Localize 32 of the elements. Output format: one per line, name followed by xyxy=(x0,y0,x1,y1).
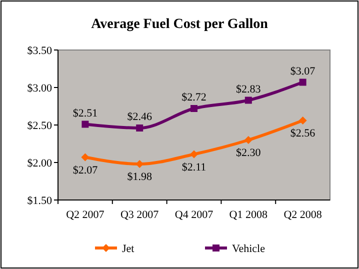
data-label: $2.11 xyxy=(182,161,206,174)
legend-label: Jet xyxy=(122,243,134,255)
point xyxy=(190,150,198,158)
data-label: $2.30 xyxy=(236,147,262,159)
y-tick-label: $2.00 xyxy=(27,158,52,170)
y-tick-label: $1.50 xyxy=(27,195,52,207)
y-tick-label: $3.50 xyxy=(27,45,52,57)
data-label: $2.46 xyxy=(127,111,152,123)
data-label: $2.51 xyxy=(72,107,98,120)
point xyxy=(244,136,252,144)
point xyxy=(298,116,307,124)
x-tick-label: Q2 2008 xyxy=(284,209,322,221)
x-tick-label: Q1 2008 xyxy=(229,209,268,221)
point xyxy=(190,105,198,112)
data-label: $3.07 xyxy=(290,65,316,78)
point xyxy=(136,124,144,132)
x-tick-label: Q2 2007 xyxy=(66,209,105,221)
data-label: $2.72 xyxy=(182,92,206,104)
point xyxy=(81,153,90,162)
legend-label: Vehicle xyxy=(232,243,266,255)
data-label: $1.98 xyxy=(127,171,152,183)
data-label: $2.07 xyxy=(72,164,98,176)
x-tick-label: Q3 2007 xyxy=(120,209,160,221)
y-tick-label: $3.00 xyxy=(27,82,52,94)
x-tick-label: Q4 2007 xyxy=(174,209,214,221)
chart-title: Average Fuel Cost per Gallon xyxy=(91,17,268,32)
point xyxy=(244,96,252,104)
point xyxy=(82,120,89,128)
point xyxy=(299,78,306,86)
data-label: $2.83 xyxy=(236,83,262,96)
data-label: $2.56 xyxy=(290,128,316,140)
y-tick-label: $2.50 xyxy=(27,120,52,132)
